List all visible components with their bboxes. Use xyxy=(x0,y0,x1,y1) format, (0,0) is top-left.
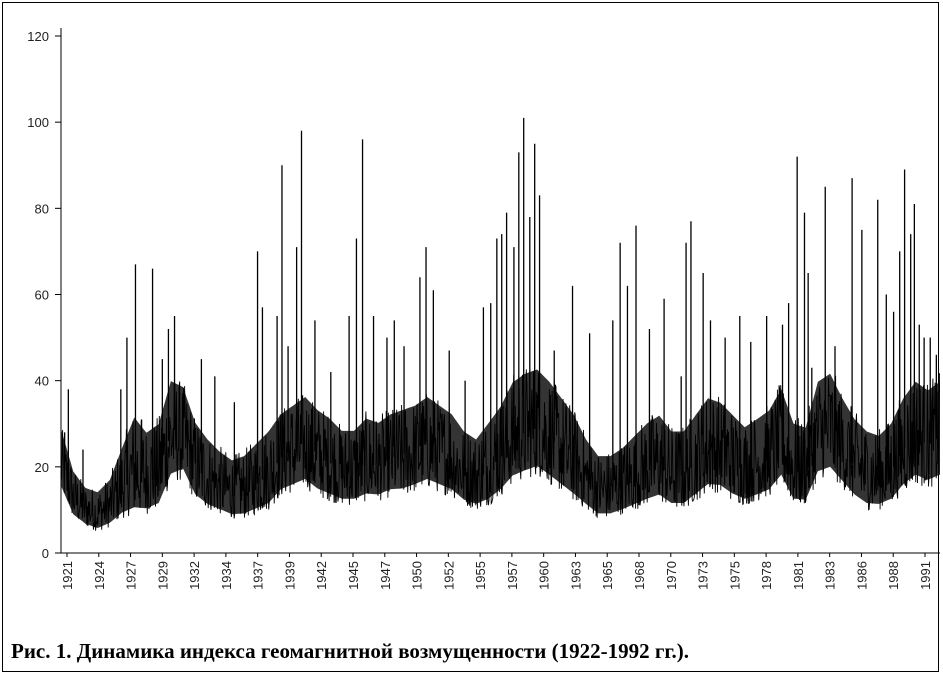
y-tick-label: 60 xyxy=(35,288,49,303)
x-tick-label: 1988 xyxy=(886,561,901,590)
x-tick-label: 1924 xyxy=(92,561,107,590)
x-axis: 1921 1924 1927 1929 1932 1934 1937 1939 1942 1945… xyxy=(60,552,940,590)
x-tick-label: 1970 xyxy=(664,561,679,590)
x-tick-label: 1973 xyxy=(696,561,711,590)
x-tick-label: 1983 xyxy=(823,561,838,590)
x-tick-label: 1950 xyxy=(410,561,425,590)
series-line xyxy=(60,369,940,531)
figure-caption: Рис. 1. Динамика индекса геомагнитной во… xyxy=(11,639,690,663)
x-tick-label: 1978 xyxy=(759,561,774,590)
x-tick-label: 1942 xyxy=(314,561,329,590)
plot-series xyxy=(60,117,940,531)
x-tick-label: 1975 xyxy=(727,561,742,590)
y-tick-label: 0 xyxy=(42,546,49,561)
x-tick-label: 1934 xyxy=(219,561,234,590)
x-tick-label: 1932 xyxy=(187,561,202,590)
x-tick-label: 1952 xyxy=(441,561,456,590)
x-tick-label: 1957 xyxy=(505,561,520,590)
y-tick-label: 80 xyxy=(35,201,49,216)
x-tick-label: 1947 xyxy=(378,561,393,590)
x-tick-label: 1937 xyxy=(251,561,266,590)
x-tick-label: 1981 xyxy=(791,561,806,590)
x-tick-label: 1968 xyxy=(632,561,647,590)
y-tick-label: 40 xyxy=(35,374,49,389)
x-tick-label: 1929 xyxy=(155,561,170,590)
x-tick-label: 1945 xyxy=(346,561,361,590)
x-tick-label: 1965 xyxy=(600,561,615,590)
x-tick-label: 1927 xyxy=(124,561,139,590)
x-tick-label: 1955 xyxy=(473,561,488,590)
x-tick-label: 1921 xyxy=(60,561,75,590)
x-tick-label: 1963 xyxy=(568,561,583,590)
x-tick-label: 1960 xyxy=(537,561,552,590)
x-tick-label: 1991 xyxy=(918,561,933,590)
y-tick-label: 20 xyxy=(35,460,49,475)
x-tick-label: 1939 xyxy=(282,561,297,590)
y-tick-label: 120 xyxy=(27,29,49,44)
y-tick-label: 100 xyxy=(27,115,49,130)
x-tick-label: 1986 xyxy=(854,561,869,590)
y-axis: 0 20 40 60 80 100 120 xyxy=(27,28,62,561)
chart: 0 20 40 60 80 100 120 1921 1924 1927 1929 1932 1934… xyxy=(27,28,940,590)
